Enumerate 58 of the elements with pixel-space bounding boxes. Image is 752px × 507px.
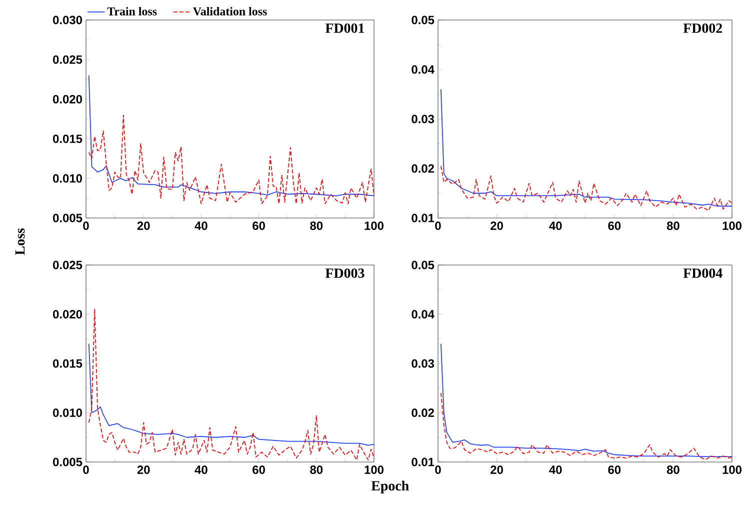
y-tick-label: 0.020 xyxy=(53,310,82,318)
x-tick-label: 80 xyxy=(310,222,323,230)
chart-title: FD003 xyxy=(325,268,364,278)
line-series xyxy=(440,166,732,212)
y-tick-label: 0.015 xyxy=(53,134,82,144)
y-tick-label: 0.005 xyxy=(53,458,82,466)
chart-title: FD004 xyxy=(683,268,722,278)
y-tick-label: 0.010 xyxy=(53,408,82,417)
y-tick-label: 0.03 xyxy=(412,114,434,124)
y-tick-label: 0.010 xyxy=(53,174,82,183)
x-tick-label: 60 xyxy=(252,222,265,230)
x-tick-label: 20 xyxy=(137,466,150,474)
y-tick-label: 0.030 xyxy=(53,16,82,24)
y-tick-label: 0.025 xyxy=(53,260,82,270)
legend-label: Train loss xyxy=(107,7,157,16)
legend-label: Validation loss xyxy=(193,7,267,16)
y-tick-label: 0.05 xyxy=(412,16,434,24)
x-tick-label: 20 xyxy=(137,222,150,230)
y-tick-label: 0.005 xyxy=(53,214,82,222)
x-axis-title: Epoch xyxy=(371,480,409,494)
line-series xyxy=(88,114,374,204)
y-tick-label: 0.02 xyxy=(412,408,434,417)
line-series xyxy=(440,392,732,460)
x-tick-label: 80 xyxy=(310,466,323,474)
y-tick-label: 0.01 xyxy=(412,458,434,466)
x-tick-label: 20 xyxy=(490,222,503,230)
chart-title: FD001 xyxy=(325,23,364,33)
x-tick-label: 100 xyxy=(722,222,742,230)
x-tick-label: 100 xyxy=(722,466,742,474)
x-tick-label: 40 xyxy=(549,466,562,474)
x-tick-label: 20 xyxy=(490,466,503,474)
y-tick-label: 0.05 xyxy=(412,260,434,270)
x-tick-label: 40 xyxy=(194,466,208,474)
y-tick-label: 0.025 xyxy=(53,55,82,64)
chart-title: FD002 xyxy=(683,23,722,33)
x-tick-label: 0 xyxy=(435,466,441,474)
x-tick-label: 60 xyxy=(608,466,621,474)
x-tick-label: 40 xyxy=(194,222,208,230)
x-tick-label: 60 xyxy=(252,466,265,474)
y-tick-label: 0.015 xyxy=(53,359,82,368)
x-tick-label: 80 xyxy=(666,222,680,230)
y-tick-label: 0.020 xyxy=(53,94,82,104)
x-tick-label: 40 xyxy=(549,222,562,230)
y-tick-label: 0.01 xyxy=(412,214,434,222)
x-tick-label: 60 xyxy=(608,222,621,230)
x-tick-label: 0 xyxy=(83,222,89,230)
line-series xyxy=(88,308,374,460)
x-tick-label: 100 xyxy=(364,466,384,474)
y-tick-label: 0.04 xyxy=(412,310,434,318)
x-tick-label: 0 xyxy=(435,222,441,230)
x-tick-label: 0 xyxy=(83,466,89,474)
y-tick-label: 0.02 xyxy=(412,164,434,173)
y-tick-label: 0.04 xyxy=(412,65,434,74)
y-axis-title: Loss xyxy=(15,228,25,255)
line-series xyxy=(88,74,374,196)
x-tick-label: 80 xyxy=(666,466,680,474)
x-tick-label: 100 xyxy=(364,222,384,230)
y-tick-label: 0.03 xyxy=(412,359,434,368)
